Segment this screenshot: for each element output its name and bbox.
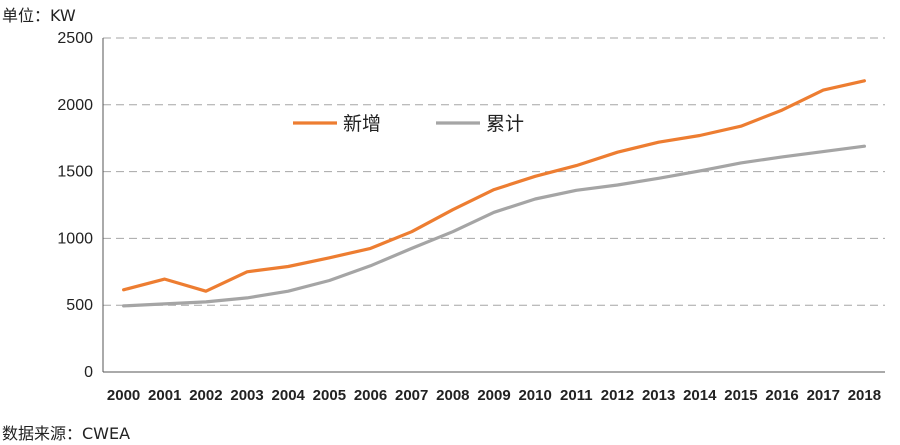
- y-tick-label: 2500: [57, 30, 93, 47]
- x-tick-label: 2000: [107, 387, 140, 404]
- series-line-cumulative: [121, 144, 867, 308]
- gridlines: [103, 37, 885, 306]
- x-tick-label: 2010: [518, 387, 551, 404]
- x-tick-label: 2002: [189, 387, 222, 404]
- x-tick-label: 2003: [230, 387, 263, 404]
- x-tick-label: 2008: [436, 387, 469, 404]
- axes: [102, 38, 885, 373]
- x-tick-label: 2007: [395, 387, 428, 404]
- source-label: 数据来源：CWEA: [2, 424, 131, 443]
- x-tick-label: 2004: [272, 387, 306, 404]
- legend-label: 新增: [343, 113, 381, 135]
- x-tick-label: 2015: [724, 387, 757, 404]
- y-tick-labels: 0 500 1000 1500 2000 2500: [57, 30, 93, 381]
- x-tick-label: 2006: [354, 387, 387, 404]
- x-tick-labels: 2000 2001 2002 2003 2004 2005 2006 2007 2008 2009…: [107, 387, 881, 404]
- x-tick-label: 2016: [765, 387, 798, 404]
- series-line-new: [121, 79, 867, 293]
- x-tick-label: 2014: [683, 387, 717, 404]
- y-tick-label: 2000: [57, 97, 93, 114]
- y-tick-label: 500: [66, 297, 93, 314]
- x-tick-label: 2011: [560, 387, 593, 404]
- x-tick-label: 2017: [807, 387, 840, 404]
- legend-label: 累计: [486, 113, 524, 135]
- series-lines: [121, 79, 867, 308]
- x-tick-label: 2012: [601, 387, 634, 404]
- y-tick-label: 0: [84, 364, 93, 381]
- y-tick-label: 1500: [57, 164, 93, 181]
- y-tick-label: 1000: [57, 230, 93, 247]
- legend: 新增 累计: [293, 113, 524, 135]
- x-tick-label: 2001: [148, 387, 181, 404]
- x-tick-label: 2013: [642, 387, 675, 404]
- x-tick-label: 2018: [848, 387, 881, 404]
- unit-label: 单位：KW: [2, 6, 76, 25]
- x-tick-label: 2005: [313, 387, 346, 404]
- x-tick-label: 2009: [477, 387, 510, 404]
